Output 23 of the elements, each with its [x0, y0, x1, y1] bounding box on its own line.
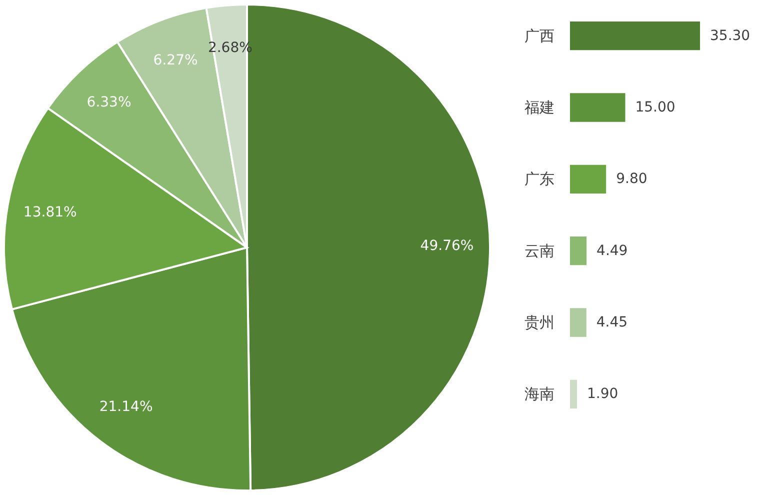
- data-label: 35.30: [710, 28, 750, 44]
- y-tick-label: 广西: [524, 26, 554, 45]
- data-label: 9.80: [616, 171, 648, 188]
- data-label: 1.90: [586, 386, 618, 402]
- bar: [570, 380, 577, 408]
- y-tick-label: 海南: [524, 385, 554, 404]
- bar: [570, 164, 606, 194]
- bar: [570, 93, 626, 122]
- data-label: 6.27%: [153, 52, 198, 69]
- data-label: 4.45: [596, 314, 628, 330]
- data-label: 21.14%: [99, 398, 153, 415]
- data-label: 15.00: [635, 100, 676, 116]
- y-tick-label: 贵州: [524, 314, 554, 332]
- bar: [570, 22, 700, 50]
- data-label: 13.81%: [23, 204, 77, 220]
- y-tick-label: 福建: [524, 98, 554, 116]
- bar: [570, 236, 587, 266]
- bar: [570, 308, 586, 337]
- data-label: 6.33%: [86, 94, 132, 111]
- data-label: 49.76%: [420, 238, 474, 254]
- data-label: 4.49: [596, 242, 628, 259]
- y-tick-label: 广东: [524, 170, 554, 188]
- y-tick-label: 云南: [524, 242, 554, 260]
